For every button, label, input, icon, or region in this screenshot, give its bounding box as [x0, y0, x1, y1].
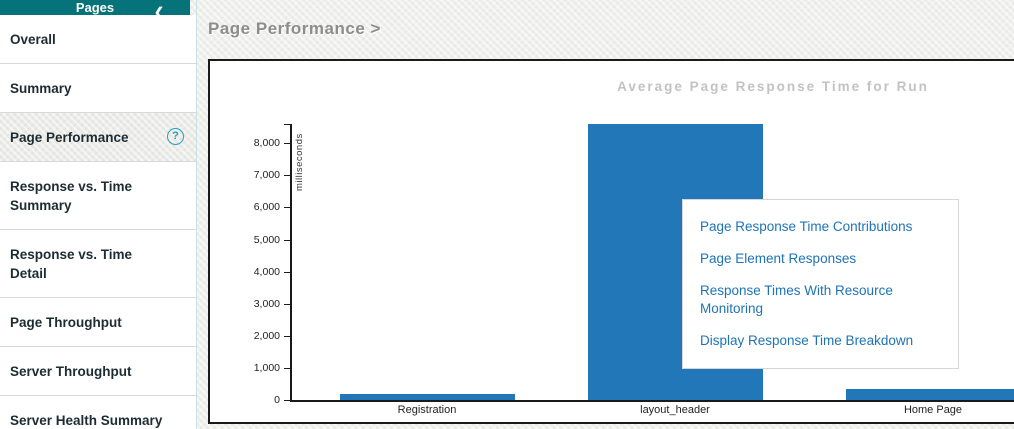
y-tick: [284, 271, 290, 273]
y-tick: [284, 303, 290, 305]
sidebar-item-label: Summary: [10, 81, 72, 96]
y-axis-label: milliseconds: [294, 133, 305, 191]
sidebar-item-label: Response vs. Time Detail: [10, 247, 133, 281]
sidebar-header: Pages ❮: [0, 0, 190, 19]
menu-item-page-response-time-contributions[interactable]: Page Response Time Contributions: [700, 219, 913, 234]
sidebar-item-server-health-summary[interactable]: Server Health Summary: [0, 396, 196, 429]
menu-item-display-response-time-breakdown[interactable]: Display Response Time Breakdown: [700, 333, 914, 348]
sidebar-item-label: Page Performance: [10, 130, 129, 145]
y-tick-label: 2,000: [253, 329, 280, 342]
y-tick: [284, 335, 290, 337]
y-tick-label: 0: [274, 394, 280, 406]
sidebar-item-label: Overall: [10, 32, 56, 47]
collapse-sidebar-icon[interactable]: ❮: [153, 5, 164, 19]
x-category-label: layout_header: [640, 404, 710, 416]
x-category-label: Home Page: [903, 404, 963, 416]
y-tick: [284, 143, 290, 145]
y-tick-label: 6,000: [253, 201, 280, 214]
sidebar-item-overall[interactable]: Overall: [0, 15, 196, 64]
sidebar-item-label: Server Throughput: [10, 364, 132, 379]
y-axis: [290, 124, 292, 402]
y-tick-label: 1,000: [253, 361, 280, 374]
y-tick: [284, 367, 290, 369]
menu-item-response-times-with-resource-monitoring[interactable]: Response Times With Resource Monitoring: [700, 283, 893, 316]
sidebar-item-label: Response vs. Time Summary: [10, 179, 133, 213]
y-tick: [284, 400, 290, 401]
bar-registration[interactable]: [339, 394, 515, 400]
bar-home-page[interactable]: [845, 389, 1014, 400]
breadcrumb[interactable]: Page Performance >: [208, 19, 381, 38]
sidebar: Pages ❮ Overall Summary Page Performance? R…: [0, 0, 196, 429]
y-axis-endcap: [284, 124, 290, 125]
menu-item-page-element-responses[interactable]: Page Element Responses: [700, 251, 857, 266]
y-tick-label: 5,000: [253, 233, 280, 246]
sidebar-item-label: Page Throughput: [10, 315, 122, 330]
main-content: Page Performance > Average Page Response…: [196, 0, 1014, 429]
sidebar-item-page-performance[interactable]: Page Performance?: [0, 113, 196, 162]
y-tick-label: 7,000: [253, 169, 280, 182]
sidebar-item-response-vs-time-summary[interactable]: Response vs. Time Summary: [0, 162, 196, 230]
context-menu: Page Response Time Contributions Page Ele…: [682, 199, 959, 369]
y-tick: [284, 239, 290, 241]
sidebar-item-response-vs-time-detail[interactable]: Response vs. Time Detail: [0, 230, 196, 298]
x-axis: [290, 400, 1014, 402]
y-tick: [284, 207, 290, 209]
sidebar-item-summary[interactable]: Summary: [0, 64, 196, 113]
sidebar-item-server-throughput[interactable]: Server Throughput: [0, 347, 196, 396]
sidebar-nav: Overall Summary Page Performance? Response …: [0, 15, 196, 429]
chart-panel: Average Page Response Time for Run 0 1,00…: [208, 59, 1014, 424]
x-category-label: Registration: [397, 404, 457, 416]
y-tick-label: 8,000: [253, 137, 280, 150]
chart-title: Average Page Response Time for Run: [617, 79, 929, 94]
y-tick-label: 3,000: [253, 297, 280, 310]
sidebar-item-page-throughput[interactable]: Page Throughput: [0, 298, 196, 347]
sidebar-title: Pages: [75, 0, 115, 15]
sidebar-item-label: Server Health Summary: [10, 413, 163, 428]
y-tick: [284, 175, 290, 177]
y-tick-label: 4,000: [253, 265, 280, 278]
help-icon[interactable]: ?: [167, 128, 184, 145]
